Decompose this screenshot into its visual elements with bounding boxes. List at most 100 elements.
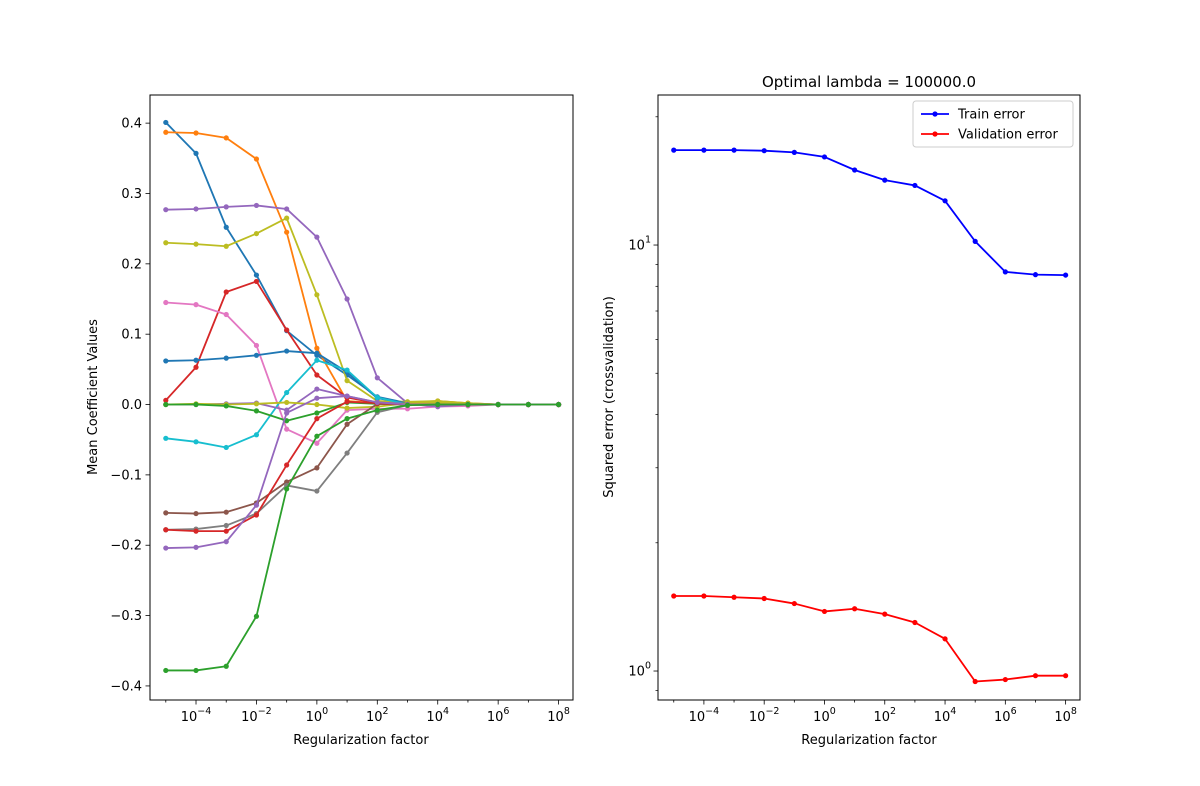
- data-point: [344, 416, 350, 422]
- data-point: [193, 357, 199, 363]
- data-point: [223, 289, 229, 295]
- data-point: [163, 240, 169, 246]
- data-point: [223, 539, 229, 545]
- data-point: [465, 401, 471, 408]
- series-layer: [163, 119, 562, 674]
- x-axis-label: Regularization factor: [293, 733, 429, 748]
- data-point: [253, 272, 260, 278]
- data-point: [163, 129, 169, 135]
- series-1: [671, 147, 1069, 278]
- legend-marker-validation: [932, 131, 938, 137]
- data-point: [314, 345, 320, 351]
- data-point: [1032, 673, 1039, 679]
- data-point: [193, 364, 199, 370]
- data-point: [163, 207, 169, 213]
- data-point: [284, 486, 290, 492]
- data-point: [882, 611, 888, 617]
- x-tick-label: 10−2: [749, 706, 780, 725]
- data-point: [821, 154, 828, 160]
- data-point: [314, 292, 320, 298]
- data-point: [253, 502, 260, 508]
- legend-label-train: Train error: [957, 108, 1025, 123]
- data-point: [284, 327, 290, 333]
- series-line: [673, 595, 1066, 683]
- data-point: [435, 401, 441, 408]
- data-point: [314, 410, 320, 416]
- data-point: [555, 401, 562, 408]
- data-point: [163, 299, 169, 306]
- data-point: [761, 595, 767, 602]
- data-point: [344, 450, 350, 456]
- data-point: [284, 348, 290, 354]
- data-point: [972, 678, 978, 685]
- y-tick-label: 0.2: [121, 257, 142, 272]
- data-point: [344, 393, 350, 399]
- data-point: [374, 394, 380, 401]
- data-point: [314, 416, 320, 422]
- legend: Train error Validation error: [912, 100, 1074, 148]
- data-point: [525, 401, 531, 408]
- data-point: [193, 241, 199, 247]
- data-point: [314, 372, 320, 378]
- data-point: [163, 510, 169, 516]
- data-point: [163, 667, 169, 674]
- x-tick-label: 108: [1054, 706, 1077, 725]
- data-point: [163, 358, 169, 364]
- data-point: [284, 410, 290, 416]
- coefficient-path-chart: 10−4 10−2 100 102 104 106 108 −0.4 −0.3 −0.2 −0.1…: [86, 94, 574, 748]
- data-point: [761, 148, 767, 154]
- data-point: [223, 204, 229, 210]
- data-point: [193, 302, 199, 308]
- data-point: [731, 147, 737, 153]
- error-chart: Optimal lambda = 100000.0 10−4 10−2 100 102…: [602, 73, 1081, 748]
- data-point: [284, 229, 290, 235]
- data-point: [163, 545, 169, 551]
- data-point: [671, 147, 677, 153]
- data-point: [1063, 673, 1069, 679]
- series-16: [163, 401, 562, 674]
- data-point: [912, 182, 918, 189]
- data-point: [314, 386, 320, 392]
- x-tick-label: 102: [366, 706, 389, 725]
- plot-frame: [657, 94, 1081, 701]
- data-point: [852, 606, 858, 612]
- x-tick-label: 108: [547, 706, 570, 725]
- data-point: [284, 215, 290, 221]
- data-point: [193, 401, 199, 408]
- y-tick-label: 101: [628, 235, 651, 254]
- data-point: [284, 426, 290, 432]
- x-tick-label: 10−2: [241, 706, 272, 725]
- data-point: [314, 401, 320, 408]
- data-point: [193, 439, 199, 445]
- y-axis-ticks: 100 101: [628, 116, 658, 691]
- data-point: [344, 421, 350, 427]
- data-point: [701, 147, 707, 153]
- data-point: [972, 238, 978, 244]
- legend-frame: [912, 100, 1074, 148]
- y-tick-label: −0.3: [110, 609, 142, 624]
- x-tick-label: 102: [873, 706, 896, 725]
- data-point: [193, 150, 199, 156]
- y-tick-label: 0.0: [121, 398, 142, 413]
- data-point: [1032, 272, 1039, 278]
- data-point: [223, 311, 229, 318]
- data-point: [193, 544, 199, 550]
- data-point: [284, 206, 290, 212]
- data-point: [223, 135, 229, 141]
- data-point: [284, 399, 290, 406]
- data-point: [344, 378, 350, 384]
- data-point: [253, 352, 260, 358]
- y-axis-ticks: −0.4 −0.3 −0.2 −0.1 0.0 0.1 0.2 0.3 0.4: [110, 117, 150, 694]
- data-point: [912, 619, 918, 626]
- data-point: [253, 230, 260, 237]
- data-point: [253, 156, 260, 162]
- data-point: [253, 408, 260, 414]
- data-point: [163, 119, 169, 126]
- data-point: [1002, 676, 1008, 683]
- data-point: [193, 206, 199, 212]
- y-axis-label: Squared error (crossvalidation): [602, 296, 617, 498]
- data-point: [193, 667, 199, 674]
- data-point: [314, 488, 320, 494]
- data-point: [314, 234, 320, 240]
